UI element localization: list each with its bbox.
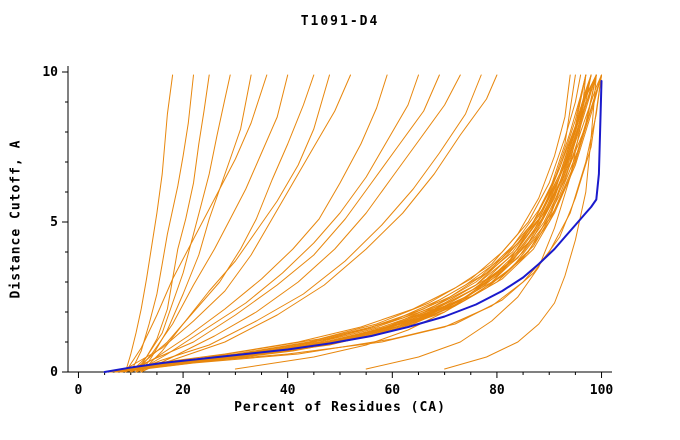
model-curve [135, 74, 210, 373]
model-curve [109, 74, 592, 373]
highlighted-curve [103, 80, 603, 373]
model-curve [119, 74, 582, 373]
model-curve [114, 74, 571, 373]
model-curve [444, 74, 597, 370]
x-tick-label: 40 [280, 383, 296, 398]
model-curve [130, 74, 194, 373]
model-curve [109, 74, 597, 373]
model-curve [130, 74, 231, 373]
model-curve [125, 74, 440, 373]
model-curve [234, 74, 576, 370]
model-curve [119, 74, 602, 373]
x-axis-label: Percent of Residues (CA) [234, 400, 446, 415]
model-curve [130, 74, 315, 373]
model-curve [125, 74, 174, 373]
y-tick-label: 5 [50, 215, 58, 230]
y-tick-label: 10 [42, 65, 58, 80]
model-curve [109, 74, 597, 373]
model-curve [125, 74, 268, 373]
model-curve [109, 74, 602, 373]
model-curve [114, 74, 602, 373]
model-curve [135, 74, 419, 373]
y-tick-label: 0 [50, 365, 58, 380]
x-tick-label: 100 [590, 383, 614, 398]
chart-title: T1091-D4 [300, 14, 380, 29]
model-curve [135, 74, 498, 373]
model-curve [365, 74, 587, 370]
x-tick-label: 20 [175, 383, 191, 398]
model-curve [119, 74, 592, 373]
x-tick-label: 0 [75, 383, 83, 398]
model-curve [140, 74, 461, 373]
model-curve [109, 74, 587, 373]
model-curve [140, 74, 330, 373]
model-curve [135, 74, 289, 373]
x-tick-label: 80 [489, 383, 505, 398]
model-curve [109, 74, 597, 373]
model-curve [130, 74, 388, 373]
model-curve [119, 74, 351, 373]
model-curve [109, 74, 592, 373]
model-curve [119, 74, 587, 373]
model-curve [130, 74, 482, 373]
x-tick-label: 60 [384, 383, 400, 398]
